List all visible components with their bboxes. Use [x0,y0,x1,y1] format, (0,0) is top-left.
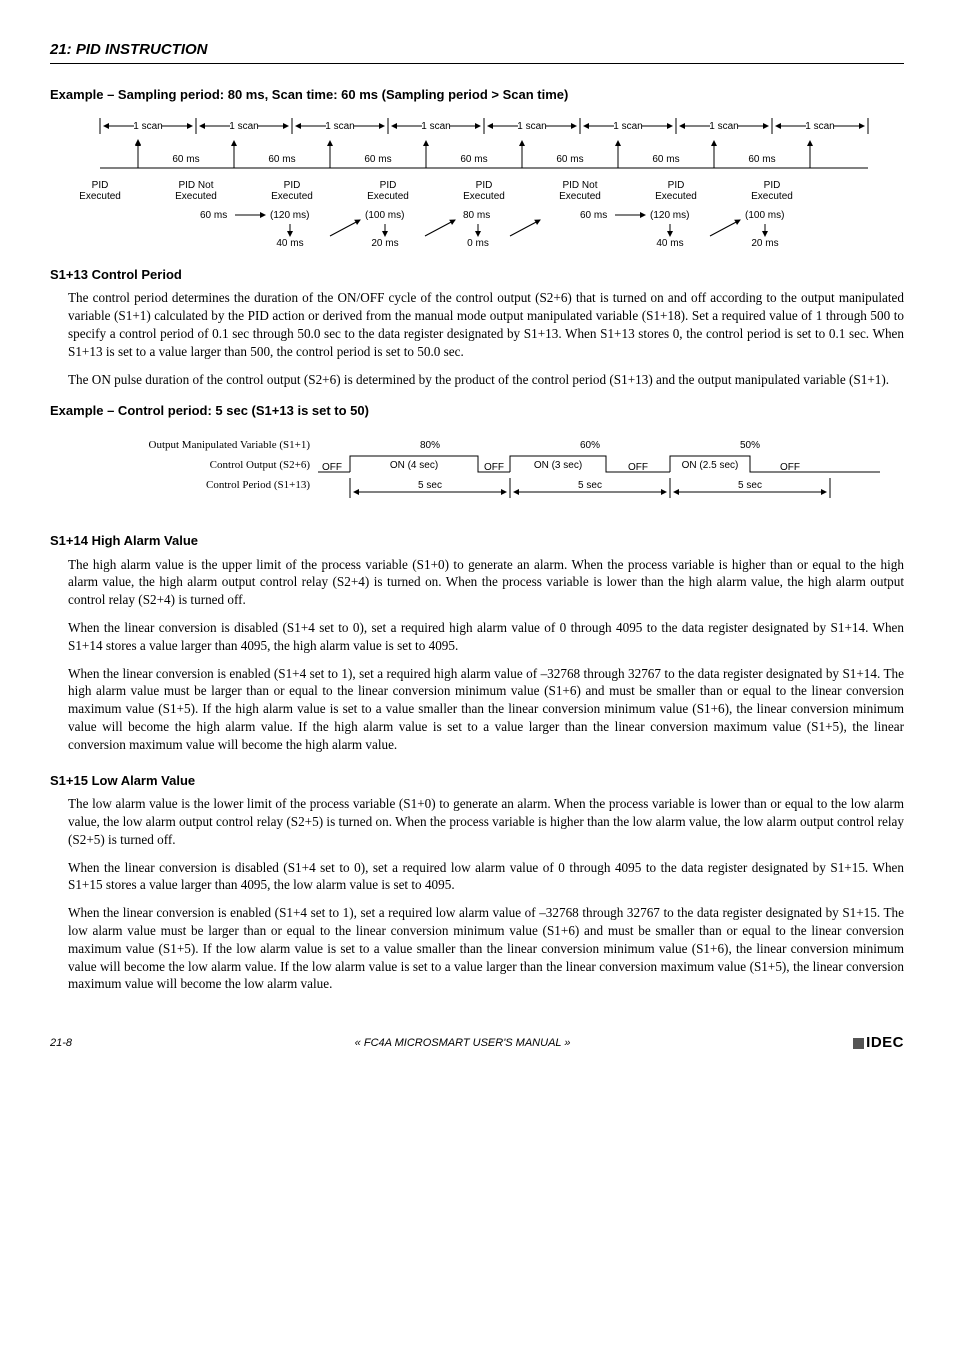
title-rule [50,63,904,64]
s114-heading: S1+14 High Alarm Value [50,532,904,550]
svg-text:80 ms: 80 ms [463,210,490,221]
s114-p1: The high alarm value is the upper limit … [68,556,904,609]
svg-text:0 ms: 0 ms [467,238,489,248]
page-number: 21-8 [50,1036,72,1051]
s113-p2: The ON pulse duration of the control out… [68,371,904,389]
svg-text:5 sec: 5 sec [418,480,442,491]
svg-text:40 ms: 40 ms [276,238,303,248]
svg-text:60%: 60% [580,440,600,451]
svg-text:ON (2.5 sec): ON (2.5 sec) [682,460,739,471]
svg-text:50%: 50% [740,440,760,451]
scan-label: 1 scan [133,121,162,132]
control-period-diagram: Output Manipulated Variable (S1+1) Contr… [60,434,904,514]
example2-heading: Example – Control period: 5 sec (S1+13 i… [50,402,904,420]
svg-text:PID NotExecuted: PID NotExecuted [175,180,217,202]
svg-text:PIDExecuted: PIDExecuted [463,180,505,202]
page-footer: 21-8 « FC4A MICROSMART USER'S MANUAL » I… [50,1033,904,1053]
svg-text:Control Output (S2+6): Control Output (S2+6) [210,459,311,471]
svg-text:PID NotExecuted: PID NotExecuted [559,180,601,202]
svg-text:1 scan: 1 scan [613,121,642,132]
svg-text:1 scan: 1 scan [421,121,450,132]
svg-text:ON (3 sec): ON (3 sec) [534,460,582,471]
svg-text:OFF: OFF [628,462,648,473]
svg-text:20 ms: 20 ms [751,238,778,248]
svg-text:1 scan: 1 scan [325,121,354,132]
svg-text:1 scan: 1 scan [805,121,834,132]
svg-text:60 ms: 60 ms [172,154,199,165]
idec-logo: IDEC [853,1033,904,1053]
svg-text:(100 ms): (100 ms) [365,210,404,221]
s115-p3: When the linear conversion is enabled (S… [68,904,904,993]
svg-text:PIDExecuted: PIDExecuted [271,180,313,202]
s114-p3: When the linear conversion is enabled (S… [68,665,904,754]
svg-text:(120 ms): (120 ms) [270,210,309,221]
svg-text:ON (4 sec): ON (4 sec) [390,460,438,471]
example1-heading: Example – Sampling period: 80 ms, Scan t… [50,86,904,104]
timing-diagram-1: 1 scan 1 scan 1 scan 1 scan 1 scan 1 sca… [80,118,904,248]
svg-text:PIDExecuted: PIDExecuted [751,180,793,202]
svg-text:60 ms: 60 ms [652,154,679,165]
s113-p1: The control period determines the durati… [68,289,904,360]
svg-text:5 sec: 5 sec [578,480,602,491]
footer-manual-title: « FC4A MICROSMART USER'S MANUAL » [355,1036,571,1051]
svg-text:OFF: OFF [780,462,800,473]
svg-text:20 ms: 20 ms [371,238,398,248]
chapter-title: 21: PID INSTRUCTION [50,40,904,60]
s115-p2: When the linear conversion is disabled (… [68,859,904,895]
svg-text:60 ms: 60 ms [200,210,227,221]
svg-text:60 ms: 60 ms [268,154,295,165]
svg-text:(120 ms): (120 ms) [650,210,689,221]
svg-text:PIDExecuted: PIDExecuted [367,180,409,202]
svg-text:80%: 80% [420,440,440,451]
s115-p1: The low alarm value is the lower limit o… [68,795,904,848]
svg-text:1 scan: 1 scan [517,121,546,132]
svg-text:60 ms: 60 ms [748,154,775,165]
svg-text:OFF: OFF [322,462,342,473]
svg-text:(100 ms): (100 ms) [745,210,784,221]
svg-text:PIDExecuted: PIDExecuted [80,180,121,202]
svg-text:60 ms: 60 ms [364,154,391,165]
svg-text:60 ms: 60 ms [580,210,607,221]
svg-text:60 ms: 60 ms [460,154,487,165]
s113-heading: S1+13 Control Period [50,266,904,284]
svg-text:1 scan: 1 scan [229,121,258,132]
svg-text:Output Manipulated Variable (S: Output Manipulated Variable (S1+1) [149,439,311,451]
svg-text:Control Period (S1+13): Control Period (S1+13) [206,479,310,491]
s115-heading: S1+15 Low Alarm Value [50,772,904,790]
svg-text:40 ms: 40 ms [656,238,683,248]
svg-text:1 scan: 1 scan [709,121,738,132]
svg-text:OFF: OFF [484,462,504,473]
svg-text:5 sec: 5 sec [738,480,762,491]
svg-text:PIDExecuted: PIDExecuted [655,180,697,202]
s114-p2: When the linear conversion is disabled (… [68,619,904,655]
svg-text:60 ms: 60 ms [556,154,583,165]
